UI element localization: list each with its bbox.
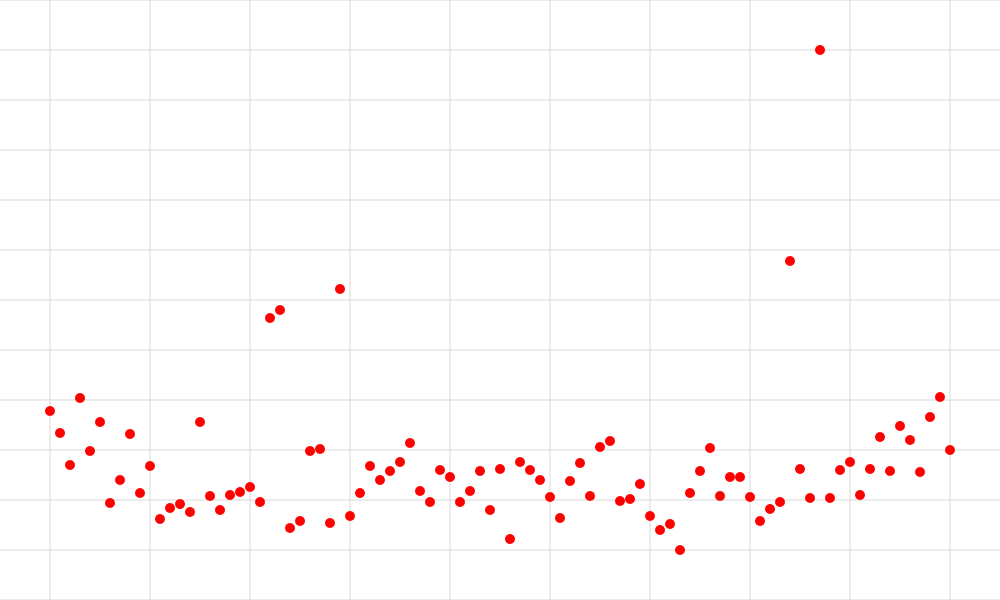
scatter-point	[515, 457, 525, 467]
scatter-point	[225, 490, 235, 500]
scatter-point	[415, 486, 425, 496]
scatter-point	[105, 498, 115, 508]
scatter-point	[915, 467, 925, 477]
scatter-point	[765, 504, 775, 514]
scatter-point	[165, 503, 175, 513]
scatter-point	[755, 516, 765, 526]
scatter-point	[925, 412, 935, 422]
scatter-point	[305, 446, 315, 456]
scatter-point	[375, 475, 385, 485]
scatter-point	[775, 497, 785, 507]
scatter-point	[745, 492, 755, 502]
scatter-point	[185, 507, 195, 517]
scatter-point	[855, 490, 865, 500]
scatter-point	[435, 465, 445, 475]
scatter-point	[565, 476, 575, 486]
scatter-point	[55, 428, 65, 438]
scatter-point	[295, 516, 305, 526]
scatter-point	[685, 488, 695, 498]
scatter-point	[815, 45, 825, 55]
scatter-point	[65, 460, 75, 470]
scatter-point	[595, 442, 605, 452]
scatter-point	[425, 497, 435, 507]
scatter-point	[615, 496, 625, 506]
scatter-point	[285, 523, 295, 533]
scatter-point	[315, 444, 325, 454]
scatter-point	[355, 488, 365, 498]
scatter-point	[75, 393, 85, 403]
scatter-point	[245, 482, 255, 492]
scatter-point	[175, 499, 185, 509]
scatter-point	[545, 492, 555, 502]
scatter-point	[905, 435, 915, 445]
scatter-point	[485, 505, 495, 515]
scatter-point	[875, 432, 885, 442]
scatter-point	[705, 443, 715, 453]
scatter-point	[885, 466, 895, 476]
scatter-point	[655, 525, 665, 535]
scatter-point	[115, 475, 125, 485]
scatter-point	[625, 494, 635, 504]
scatter-point	[215, 505, 225, 515]
scatter-point	[605, 436, 615, 446]
scatter-point	[335, 284, 345, 294]
scatter-point	[365, 461, 375, 471]
scatter-point	[145, 461, 155, 471]
scatter-point	[345, 511, 355, 521]
scatter-point	[945, 445, 955, 455]
scatter-point	[585, 491, 595, 501]
scatter-point	[895, 421, 905, 431]
scatter-point	[395, 457, 405, 467]
scatter-point	[865, 464, 875, 474]
scatter-point	[825, 493, 835, 503]
data-points	[45, 45, 955, 555]
scatter-point	[455, 497, 465, 507]
scatter-point	[85, 446, 95, 456]
scatter-point	[835, 465, 845, 475]
scatter-point	[475, 466, 485, 476]
scatter-point	[785, 256, 795, 266]
scatter-point	[805, 493, 815, 503]
scatter-point	[465, 486, 475, 496]
scatter-point	[445, 472, 455, 482]
scatter-point	[495, 464, 505, 474]
scatter-point	[795, 464, 805, 474]
scatter-point	[665, 519, 675, 529]
scatter-point	[125, 429, 135, 439]
scatter-point	[645, 511, 655, 521]
scatter-point	[205, 491, 215, 501]
scatter-point	[505, 534, 515, 544]
scatter-point	[555, 513, 565, 523]
scatter-point	[385, 466, 395, 476]
scatter-point	[935, 392, 945, 402]
scatter-point	[535, 475, 545, 485]
scatter-point	[255, 497, 265, 507]
scatter-point	[45, 406, 55, 416]
scatter-point	[155, 514, 165, 524]
scatter-point	[135, 488, 145, 498]
scatter-point	[735, 472, 745, 482]
scatter-point	[265, 313, 275, 323]
scatter-point	[325, 518, 335, 528]
scatter-point	[845, 457, 855, 467]
scatter-point	[195, 417, 205, 427]
scatter-point	[725, 472, 735, 482]
scatter-point	[575, 458, 585, 468]
scatter-point	[405, 438, 415, 448]
scatter-point	[695, 466, 705, 476]
scatter-point	[525, 465, 535, 475]
scatter-point	[675, 545, 685, 555]
scatter-point	[635, 479, 645, 489]
scatter-point	[275, 305, 285, 315]
scatter-point	[95, 417, 105, 427]
scatter-point	[235, 487, 245, 497]
scatter-point	[715, 491, 725, 501]
